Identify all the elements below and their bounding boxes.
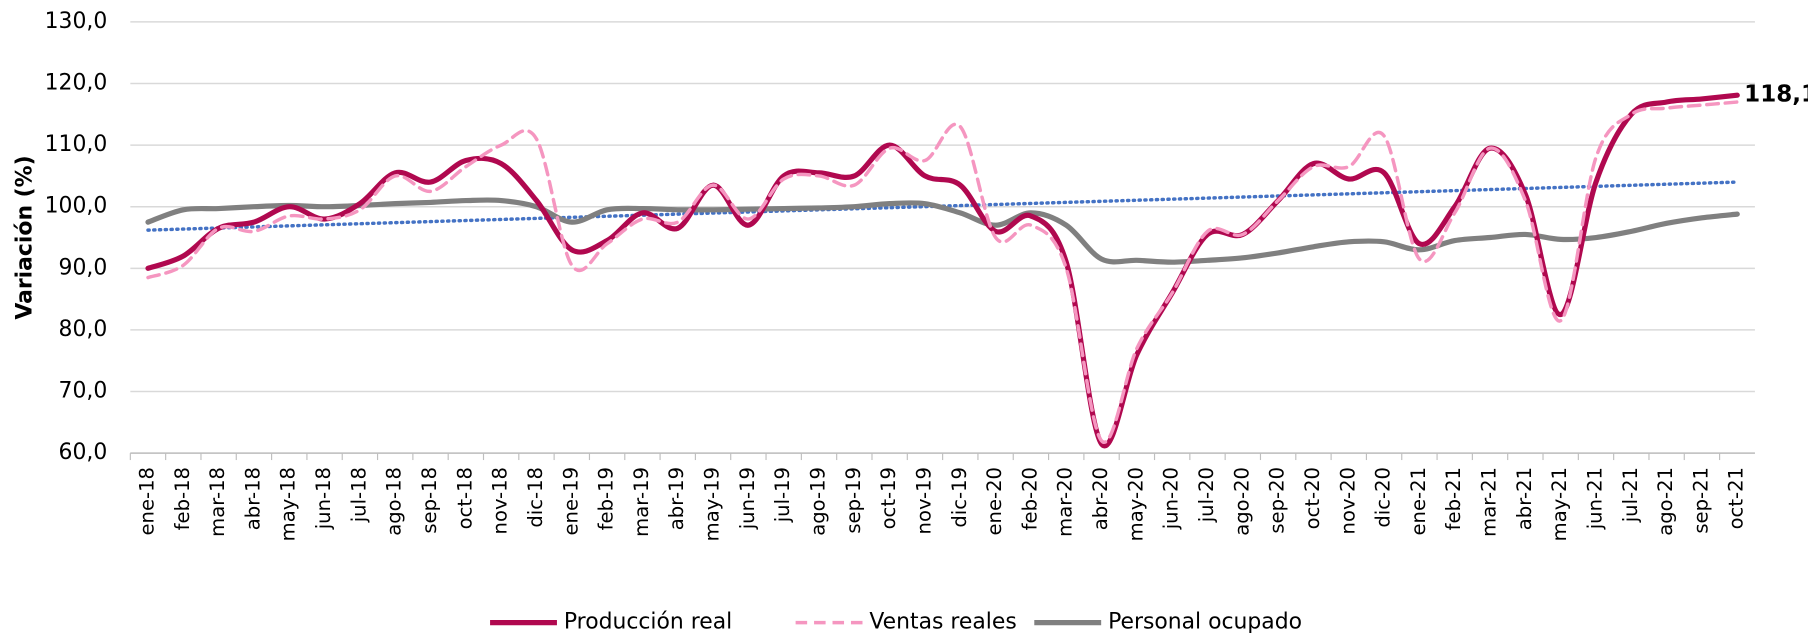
x-tick-label: jul-18 xyxy=(347,467,370,523)
x-tick-label: feb-21 xyxy=(1442,467,1465,530)
x-tick-label: abr-21 xyxy=(1513,467,1536,530)
x-tick-label: ene-19 xyxy=(559,467,582,536)
data-label: 118,1 xyxy=(1744,82,1808,108)
x-tick-label: feb-20 xyxy=(1018,467,1041,530)
y-tick-label: 120,0 xyxy=(45,71,108,96)
x-tick-label: abr-18 xyxy=(241,467,264,530)
x-tick-label: jul-20 xyxy=(1195,467,1218,523)
x-tick-label: dic-20 xyxy=(1372,467,1395,528)
x-tick-label: dic-18 xyxy=(524,467,547,528)
x-tick-label: ago-20 xyxy=(1230,467,1253,536)
x-tick-label: mar-21 xyxy=(1478,467,1501,537)
legend-label: Personal ocupado xyxy=(1108,610,1302,633)
x-tick-label: sep-20 xyxy=(1266,467,1289,534)
x-tick-label: ene-21 xyxy=(1407,467,1430,536)
series-line xyxy=(146,100,1739,444)
y-tick-label: 100,0 xyxy=(45,194,108,219)
x-tick-label: may-20 xyxy=(1124,467,1147,541)
x-tick-label: ago-19 xyxy=(807,467,830,536)
x-tick-label: sep-19 xyxy=(842,467,865,534)
y-tick-label: 130,0 xyxy=(45,9,108,34)
x-tick-label: oct-19 xyxy=(877,467,900,529)
series-line xyxy=(145,197,1740,265)
x-tick-label: may-18 xyxy=(277,467,300,541)
x-tick-label: oct-18 xyxy=(453,467,476,529)
x-tick-label: ene-18 xyxy=(135,467,158,536)
series-line xyxy=(145,92,1740,449)
x-tick-label: ago-18 xyxy=(383,467,406,536)
x-tick-label: jul-21 xyxy=(1619,467,1642,523)
y-tick-label: 90,0 xyxy=(59,255,108,280)
x-tick-label: jun-21 xyxy=(1583,467,1606,530)
x-tick-label: mar-19 xyxy=(630,467,653,537)
y-tick-label: 70,0 xyxy=(59,379,108,404)
x-tick-label: jun-19 xyxy=(736,467,759,530)
x-tick-label: dic-19 xyxy=(948,467,971,528)
x-tick-label: jul-19 xyxy=(771,467,794,523)
x-tick-label: may-21 xyxy=(1548,467,1571,541)
x-tick-label: abr-19 xyxy=(665,467,688,530)
x-tick-label: oct-20 xyxy=(1301,467,1324,529)
y-tick-label: 60,0 xyxy=(59,440,108,465)
x-tick-label: ene-20 xyxy=(983,467,1006,536)
x-tick-label: nov-19 xyxy=(912,467,935,534)
x-tick-label: feb-19 xyxy=(595,467,618,530)
y-tick-label: 110,0 xyxy=(45,132,108,157)
legend-label: Ventas reales xyxy=(869,610,1016,633)
y-tick-label: 80,0 xyxy=(59,317,108,342)
x-tick-label: nov-20 xyxy=(1336,467,1359,534)
x-tick-label: oct-21 xyxy=(1725,467,1748,529)
x-tick-label: sep-18 xyxy=(418,467,441,534)
x-tick-label: ago-21 xyxy=(1654,467,1677,536)
x-tick-label: may-19 xyxy=(701,467,724,541)
x-tick-label: mar-20 xyxy=(1054,467,1077,537)
y-axis-label: Variación (%) xyxy=(12,155,37,319)
legend-label: Producción real xyxy=(564,610,732,633)
x-tick-label: nov-18 xyxy=(489,467,512,534)
x-tick-label: feb-18 xyxy=(171,467,194,530)
x-tick-label: jun-18 xyxy=(312,467,335,530)
x-tick-label: jun-20 xyxy=(1160,467,1183,530)
x-tick-label: mar-18 xyxy=(206,467,229,537)
x-tick-label: sep-21 xyxy=(1689,467,1712,534)
x-tick-label: abr-20 xyxy=(1089,467,1112,530)
